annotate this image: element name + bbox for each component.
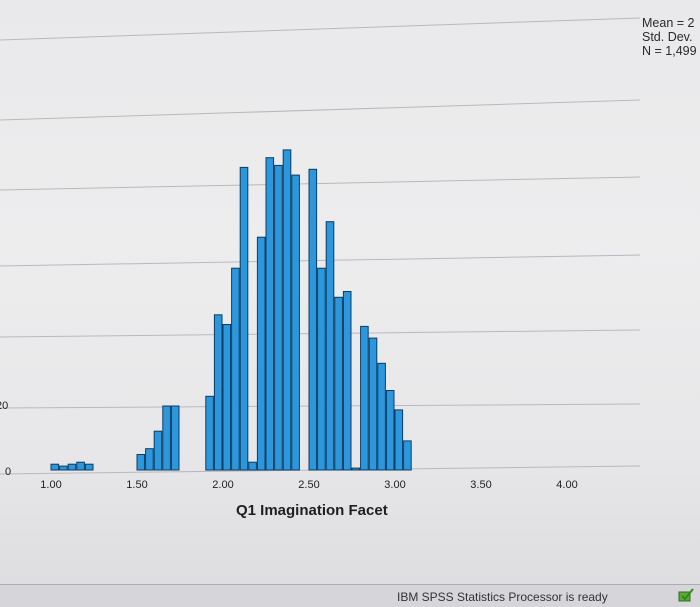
histogram-bar — [205, 395, 214, 471]
histogram-bar — [153, 430, 163, 471]
histogram-bar — [334, 296, 343, 471]
histogram-bar — [282, 149, 292, 471]
histogram-bar — [239, 166, 249, 471]
x-tick-label: 2.50 — [298, 479, 319, 491]
x-tick-label: 3.00 — [384, 479, 405, 491]
histogram-bar — [248, 461, 257, 471]
histogram-bar — [231, 267, 240, 471]
histogram-bar — [317, 267, 326, 471]
histogram-bar — [274, 164, 283, 471]
x-tick-label: 2.00 — [212, 479, 233, 491]
histogram-bar — [256, 236, 266, 471]
histogram-bar — [145, 448, 154, 471]
stats-legend: Mean = 2 Std. Dev. N = 1,499 — [642, 16, 700, 58]
y-tick-label: 0 — [5, 466, 11, 478]
histogram-bar — [213, 314, 223, 471]
histogram-bar — [222, 324, 232, 471]
processor-ready-icon — [678, 588, 694, 602]
histogram-bar — [136, 454, 146, 471]
gridline — [0, 99, 641, 121]
histogram-bar — [325, 221, 335, 471]
x-tick-label: 4.00 — [556, 479, 577, 491]
histogram-bar — [351, 467, 361, 471]
gridline — [0, 17, 641, 41]
gridline — [0, 254, 641, 267]
mean-label: Mean = 2 — [642, 16, 695, 30]
x-axis-title: Q1 Imagination Facet — [236, 502, 388, 519]
n-label: N = 1,499 — [642, 44, 697, 58]
histogram-bar — [394, 409, 404, 471]
histogram-bar — [360, 325, 369, 471]
histogram-bar — [342, 291, 352, 471]
status-text: IBM SPSS Statistics Processor is ready — [397, 590, 608, 604]
std-dev-label: Std. Dev. — [642, 30, 693, 44]
histogram-bar — [50, 463, 60, 471]
x-tick-label: 1.50 — [126, 479, 147, 491]
status-bar: IBM SPSS Statistics Processor is ready — [0, 584, 700, 607]
histogram-bar — [67, 463, 77, 471]
x-tick-label: 1.00 — [40, 479, 61, 491]
histogram-bar — [403, 440, 412, 471]
histogram-bar — [84, 463, 94, 471]
histogram-bar — [162, 405, 171, 471]
histogram-bar — [385, 390, 395, 471]
histogram-bar — [59, 465, 68, 471]
y-tick-label: 20 — [0, 400, 8, 412]
x-tick-label: 3.50 — [470, 479, 491, 491]
gridline — [0, 176, 641, 191]
histogram-bar — [308, 168, 318, 471]
histogram-bar — [170, 405, 180, 471]
histogram-bar — [291, 174, 300, 471]
histogram-bar — [265, 157, 275, 471]
histogram-bar — [76, 461, 85, 471]
histogram-bar — [368, 337, 378, 471]
histogram-bar — [377, 362, 386, 471]
